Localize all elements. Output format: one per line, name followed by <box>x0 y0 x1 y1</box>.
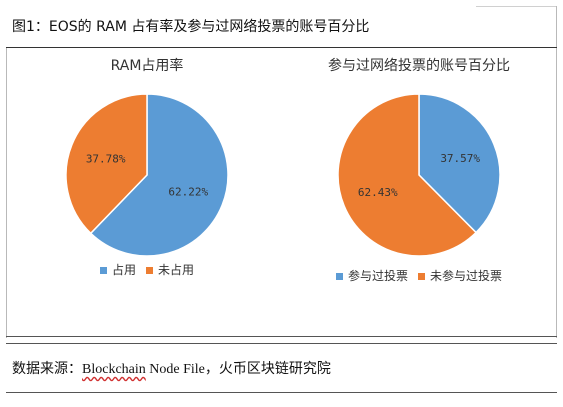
source-bottom-divider <box>6 392 557 393</box>
legend-label-1-1: 占用 <box>112 262 136 277</box>
figure-title: 图1：EOS的 RAM 占有率及参与过网络投票的账号百分比 <box>12 19 370 35</box>
legend-swatch-1-1 <box>100 267 107 274</box>
chart-title-2: 参与过网络投票的账号百分比 <box>328 57 510 74</box>
legend-label-2-2: 未参与过投票 <box>430 268 502 283</box>
legend-label-1-2: 未占用 <box>158 262 194 277</box>
pie-slice-2-2 <box>337 93 478 257</box>
slice-label-1-2: 37.78% <box>86 152 126 165</box>
pie-slice-1-2 <box>65 93 148 235</box>
frame-border-left <box>6 48 7 338</box>
source-prefix: 数据来源： <box>12 362 82 377</box>
pie-slice-2-1 <box>418 93 501 234</box>
slice-label-1-1: 62.22% <box>168 186 208 199</box>
slice-label-2-1: 37.57% <box>440 152 480 165</box>
frame-border-top <box>476 6 556 7</box>
legend-swatch-2-2 <box>418 273 425 280</box>
chart-title-1: RAM占用率 <box>111 57 184 74</box>
source-note: 数据来源：Blockchain Node File，火币区块链研究院 <box>12 358 331 378</box>
source-name: Blockchain <box>82 362 146 377</box>
legend-swatch-2-1 <box>336 273 343 280</box>
slice-label-2-2: 62.43% <box>358 186 398 199</box>
pie-slice-1-1 <box>89 93 229 257</box>
source-rest: Node File，火币区块链研究院 <box>145 362 331 377</box>
frame-border-right <box>556 6 557 338</box>
legend-swatch-1-2 <box>146 267 153 274</box>
chart-bottom-divider <box>6 336 557 337</box>
source-top-divider <box>6 343 557 344</box>
title-divider <box>6 47 557 48</box>
legend-label-2-1: 参与过投票 <box>348 268 408 283</box>
